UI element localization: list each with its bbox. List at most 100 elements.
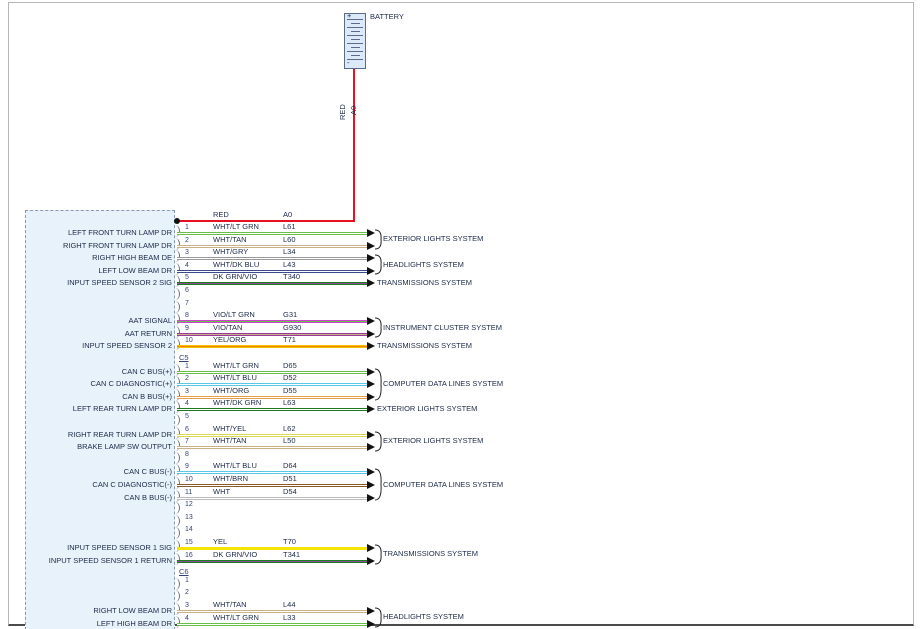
battery-plus-sign: + [347, 11, 352, 20]
wire-circuit-label: G930 [283, 322, 302, 332]
system-group-brace [374, 317, 382, 338]
wire-line [177, 622, 367, 626]
wire-line [177, 484, 367, 487]
wire-color-label: WHT/GRY [213, 247, 249, 257]
pin-number: 5 [185, 274, 189, 282]
pin-number: 8 [185, 312, 189, 320]
pin-number: 3 [185, 249, 189, 257]
wire-line [177, 370, 367, 374]
pin-bracket-icon [175, 300, 180, 313]
wire-arrow-icon [367, 342, 375, 351]
pin-bracket-icon [175, 603, 180, 615]
wire-arrow-icon [367, 266, 375, 275]
page-frame [8, 2, 914, 626]
pin-number: 7 [185, 438, 189, 446]
pin-bracket-icon [175, 237, 180, 250]
wire-circuit-label: D51 [283, 474, 297, 483]
pin-number: 6 [185, 287, 189, 294]
pin-bracket-icon [175, 325, 180, 338]
system-label: TRANSMISSIONS SYSTEM [377, 341, 473, 351]
pin-bracket-icon [175, 288, 180, 300]
pin-number: 2 [185, 236, 189, 244]
wire-color-label: WHT/DK BLU [213, 259, 260, 269]
pin-bracket-icon [175, 489, 180, 502]
system-label: HEADLIGHTS SYSTEM [383, 612, 464, 622]
wire-line [177, 320, 367, 324]
wire-circuit-label: T71 [283, 335, 296, 345]
system-label: TRANSMISSIONS SYSTEM [383, 549, 479, 559]
pin-number: 11 [185, 488, 193, 496]
system-group-brace [374, 544, 382, 565]
system-label: EXTERIOR LIGHTS SYSTEM [383, 435, 484, 445]
wire-circuit-label: L33 [283, 612, 296, 622]
pin-bracket-icon [175, 527, 180, 540]
pin-number: 4 [185, 614, 189, 622]
wire-circuit-label: D64 [283, 461, 297, 471]
wire-circuit-label: L44 [283, 600, 296, 609]
pin-bracket-icon [175, 514, 180, 527]
wire-color-label: WHT/TAN [213, 436, 247, 446]
pin-label: LEFT HIGH BEAM DR [96, 618, 172, 628]
system-label: TRANSMISSIONS SYSTEM [377, 278, 473, 288]
wire-color-label: WHT/LT GRN [213, 612, 259, 622]
pin-number: 12 [185, 501, 193, 509]
wire-arrow-icon [367, 468, 375, 477]
pin-number: 8 [185, 450, 189, 458]
wire-line [177, 433, 367, 437]
wire-circuit-label: L43 [283, 259, 296, 269]
wire-line [177, 408, 367, 412]
wire-arrow-icon [367, 380, 375, 389]
pin-label: CAN C DIAGNOSTIC(+) [90, 379, 172, 389]
pin-label: CAN C BUS(-) [123, 467, 172, 477]
wire-color-label: WHT/LT GRN [213, 222, 259, 231]
wire-arrow-icon [367, 329, 375, 338]
pin-number: 9 [185, 324, 189, 332]
pin-bracket-icon [175, 262, 180, 275]
system-group-brace [374, 607, 382, 628]
pin-number: 2 [185, 375, 189, 383]
system-label: HEADLIGHTS SYSTEM [383, 259, 464, 269]
wire-arrow-icon [367, 405, 375, 414]
wire-line [177, 269, 367, 273]
wire-circuit-label: L34 [283, 247, 296, 257]
system-group-brace [374, 368, 382, 401]
wire-arrow-icon [367, 430, 375, 439]
pin-number: 3 [185, 602, 189, 609]
pin-number: 1 [185, 224, 189, 231]
pin-label: CAN B BUS(+) [122, 391, 172, 401]
pin-number: 13 [185, 513, 193, 521]
pin-bracket-icon [175, 401, 180, 414]
system-group-brace [374, 431, 382, 452]
pin-label: LEFT REAR TURN LAMP DR [72, 404, 172, 414]
pin-bracket-icon [175, 338, 180, 351]
wire-line [177, 282, 367, 286]
pin-bracket-icon [175, 250, 180, 263]
wire-circuit-label: D65 [283, 360, 297, 370]
wire-circuit-label: D52 [283, 373, 297, 383]
wire-arrow-icon [367, 481, 375, 489]
pin-number: 10 [185, 476, 193, 483]
pin-bracket-icon [175, 414, 180, 426]
pin-label: CAN C DIAGNOSTIC(-) [92, 480, 172, 489]
wire-color-label: WHT/TAN [213, 600, 247, 609]
pin-label: LEFT FRONT TURN LAMP DR [67, 228, 172, 237]
pin-bracket-icon [175, 439, 180, 452]
pin-number: 16 [185, 551, 193, 559]
wire-color-label: DK GRN/VIO [213, 272, 258, 282]
system-group-brace [374, 229, 382, 250]
wire-color-label: WHT/DK GRN [213, 398, 262, 408]
wire-line [177, 496, 367, 500]
pin-number: 1 [185, 362, 189, 370]
wire-arrow-icon [367, 619, 375, 628]
pin-number: 3 [185, 387, 189, 395]
pin-bracket-icon [175, 464, 180, 477]
wire-color-label: WHT [213, 486, 231, 496]
wire-line [177, 610, 367, 613]
pin-number: 4 [185, 261, 189, 269]
pin-number: 1 [185, 576, 189, 584]
system-label: EXTERIOR LIGHTS SYSTEM [377, 404, 478, 414]
wire-line [177, 232, 367, 235]
wire-color-label: WHT/TAN [213, 234, 247, 244]
wire-circuit-label: T340 [283, 272, 301, 282]
